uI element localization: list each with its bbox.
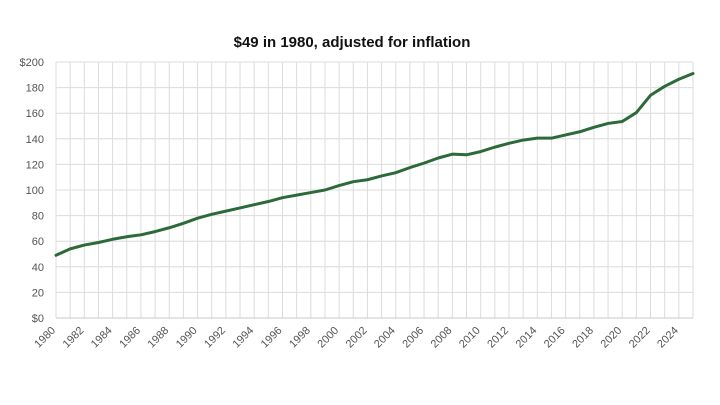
y-tick-label: 40 xyxy=(32,262,44,274)
x-tick-label: 1996 xyxy=(259,325,285,351)
x-tick-label: 2006 xyxy=(400,325,426,351)
x-tick-label: 1986 xyxy=(117,325,143,351)
x-tick-label: 1992 xyxy=(202,325,228,351)
y-tick-label: 60 xyxy=(32,236,44,248)
x-tick-label: 2000 xyxy=(315,325,341,351)
x-tick-label: 1994 xyxy=(231,325,257,351)
x-tick-label: 2018 xyxy=(570,325,596,351)
x-tick-label: 2020 xyxy=(599,325,625,351)
x-tick-label: 2010 xyxy=(457,325,483,351)
y-tick-label: 120 xyxy=(26,159,44,171)
y-tick-label: 160 xyxy=(26,108,44,120)
x-tick-label: 2022 xyxy=(627,325,653,351)
y-axis-ticks: $0 20 40 60 80 100 120 140 160 180 $200 xyxy=(20,57,44,325)
x-tick-label: 2016 xyxy=(542,325,568,351)
y-tick-label: $200 xyxy=(20,57,44,69)
x-tick-label: 1988 xyxy=(146,325,172,351)
x-tick-label: 2008 xyxy=(429,325,455,351)
x-tick-label: 2024 xyxy=(655,325,681,351)
x-tick-label: 2012 xyxy=(485,325,511,351)
y-tick-label: 180 xyxy=(26,83,44,95)
y-tick-label: 80 xyxy=(32,211,44,223)
series-layer xyxy=(54,72,695,257)
x-tick-label: 2004 xyxy=(372,325,398,351)
x-tick-label: 1998 xyxy=(287,325,313,351)
series-line xyxy=(54,72,695,257)
y-tick-label: 140 xyxy=(26,134,44,146)
x-tick-label: 1980 xyxy=(32,325,58,351)
y-tick-label: 20 xyxy=(32,287,44,299)
x-tick-label: 1984 xyxy=(89,325,115,351)
x-tick-label: 1982 xyxy=(61,325,87,351)
y-tick-label: $0 xyxy=(32,313,44,325)
x-tick-label: 1990 xyxy=(174,325,200,351)
grid xyxy=(55,61,694,319)
x-tick-label: 2002 xyxy=(344,325,370,351)
x-tick-label: 2014 xyxy=(514,325,540,351)
x-axis-ticks: 1980 1982 1984 1986 1988 1990 1992 1994 1996 1998… xyxy=(32,325,681,351)
chart-title: $49 in 1980, adjusted for inflation xyxy=(234,34,471,51)
y-tick-label: 100 xyxy=(26,185,44,197)
